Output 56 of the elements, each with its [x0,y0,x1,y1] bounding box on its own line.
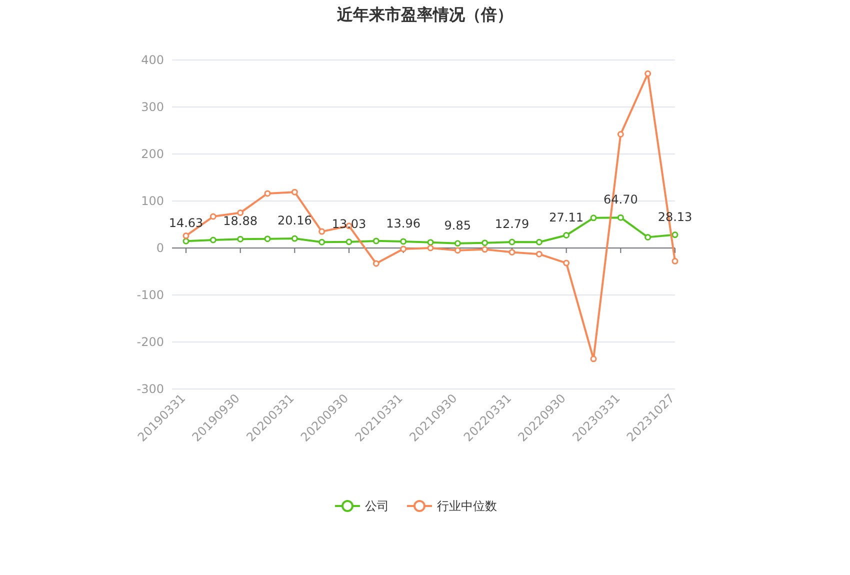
y-tick-label: -200 [136,335,164,349]
point [672,258,678,264]
y-tick-label: -100 [136,288,164,302]
point [237,210,244,216]
point [617,214,624,221]
point [644,234,652,240]
point [372,238,380,244]
point [318,238,326,246]
y-tick-label: -300 [136,382,164,396]
point [508,248,516,256]
point [237,236,244,242]
legend-label: 公司 [365,499,389,513]
point [318,228,326,235]
point [210,236,216,244]
point [372,260,380,267]
point [508,238,516,246]
point [672,232,678,238]
point [400,246,407,252]
point [346,238,352,246]
y-tick-label: 200 [141,147,164,161]
point [264,236,271,242]
point [563,260,570,266]
y-tick-label: 0 [156,241,164,255]
point [590,356,597,362]
data-label: 20.16 [277,214,312,228]
point [427,239,434,246]
point [400,238,407,245]
point [182,232,190,240]
data-label: 13.96 [386,216,421,230]
data-label: 18.88 [223,214,258,228]
point [482,246,488,253]
point [210,213,216,220]
point [264,190,271,197]
point [291,188,298,196]
point [182,238,190,244]
point [563,232,570,239]
y-tick-label: 400 [141,53,164,67]
point [454,240,461,247]
point [427,244,434,252]
point [536,238,542,246]
data-label: 14.63 [168,216,204,230]
point [617,131,624,138]
point [482,240,488,246]
point [536,250,542,258]
data-label: 13.03 [332,216,366,231]
y-tick-label: 100 [141,194,164,208]
data-label: 9.85 [444,218,472,232]
data-label: 27.11 [549,210,584,224]
point [644,70,652,77]
chart-title: 近年来市盈率情况（倍） [336,5,513,24]
point [291,235,298,242]
data-label: 12.79 [494,216,530,231]
point [454,247,461,254]
y-tick-label: 300 [141,100,164,114]
point [590,214,597,222]
legend-label: 行业中位数 [437,499,497,513]
